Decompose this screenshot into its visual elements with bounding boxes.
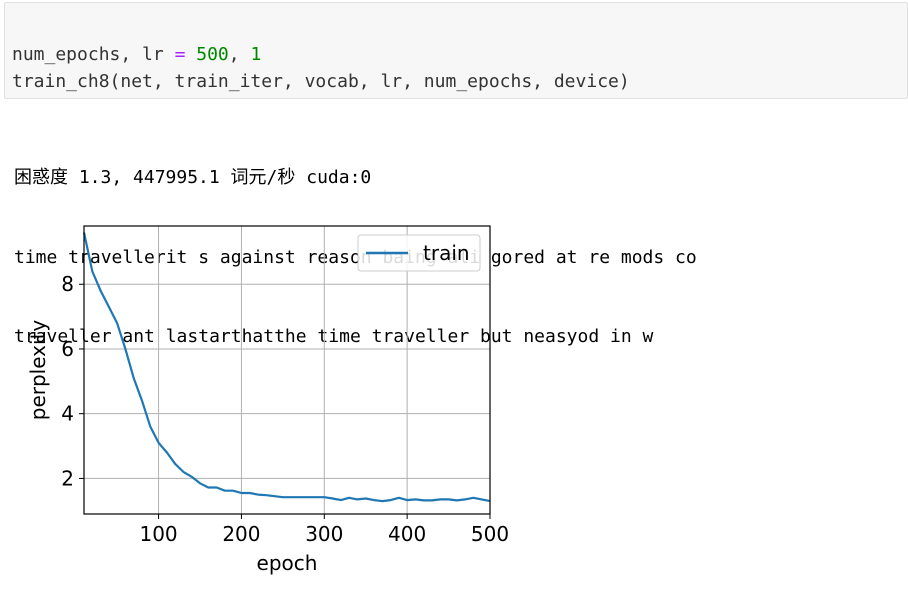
- code-editor[interactable]: num_epochs, lr = 500, 1 train_ch8(net, t…: [12, 41, 630, 95]
- output-line-perplexity: 困惑度 1.3, 447995.1 词元/秒 cuda:0: [14, 167, 372, 188]
- code-token-variables: num_epochs, lr: [12, 44, 175, 65]
- output-line-prediction-2: traveller ant lastarthatthe time travell…: [14, 326, 654, 347]
- x-axis-label: epoch: [257, 551, 318, 575]
- chart-legend: train: [357, 234, 481, 272]
- code-line-2: train_ch8(net, train_iter, vocab, lr, nu…: [12, 71, 630, 92]
- x-tick-label: 200: [222, 522, 260, 546]
- legend-box: [357, 234, 481, 272]
- plot-frame: [83, 225, 491, 515]
- y-tick-label: 6: [61, 337, 74, 361]
- cell-output: 困惑度 1.3, 447995.1 词元/秒 cuda:0 time trave…: [14, 112, 697, 377]
- perplexity-chart: 100 200 300 400 500 2 4 6 8 epoch perplexity tr…: [26, 225, 509, 575]
- x-tick-label: 300: [305, 522, 343, 546]
- x-tick-label: 100: [139, 522, 177, 546]
- legend-label-train: train: [423, 241, 470, 265]
- y-axis-label: perplexity: [26, 320, 50, 421]
- chart-series: [82, 232, 491, 503]
- x-tick-label: 400: [388, 522, 426, 546]
- series-line-train: [82, 232, 491, 503]
- y-axis-ticks: 2 4 6 8: [61, 272, 84, 490]
- y-tick-label: 2: [61, 466, 74, 490]
- y-tick-label: 8: [61, 272, 74, 296]
- code-token-operator: =: [174, 44, 186, 65]
- x-tick-label: 500: [471, 522, 509, 546]
- y-tick-label: 4: [61, 402, 74, 426]
- code-token-separator: ,: [228, 44, 251, 65]
- code-token-number: 1: [250, 44, 262, 65]
- code-line-1: num_epochs, lr = 500, 1: [12, 44, 261, 65]
- code-token-number: 500: [196, 44, 229, 65]
- x-axis-ticks: 100 200 300 400 500: [139, 514, 509, 546]
- code-cell[interactable]: num_epochs, lr = 500, 1 train_ch8(net, t…: [4, 2, 908, 99]
